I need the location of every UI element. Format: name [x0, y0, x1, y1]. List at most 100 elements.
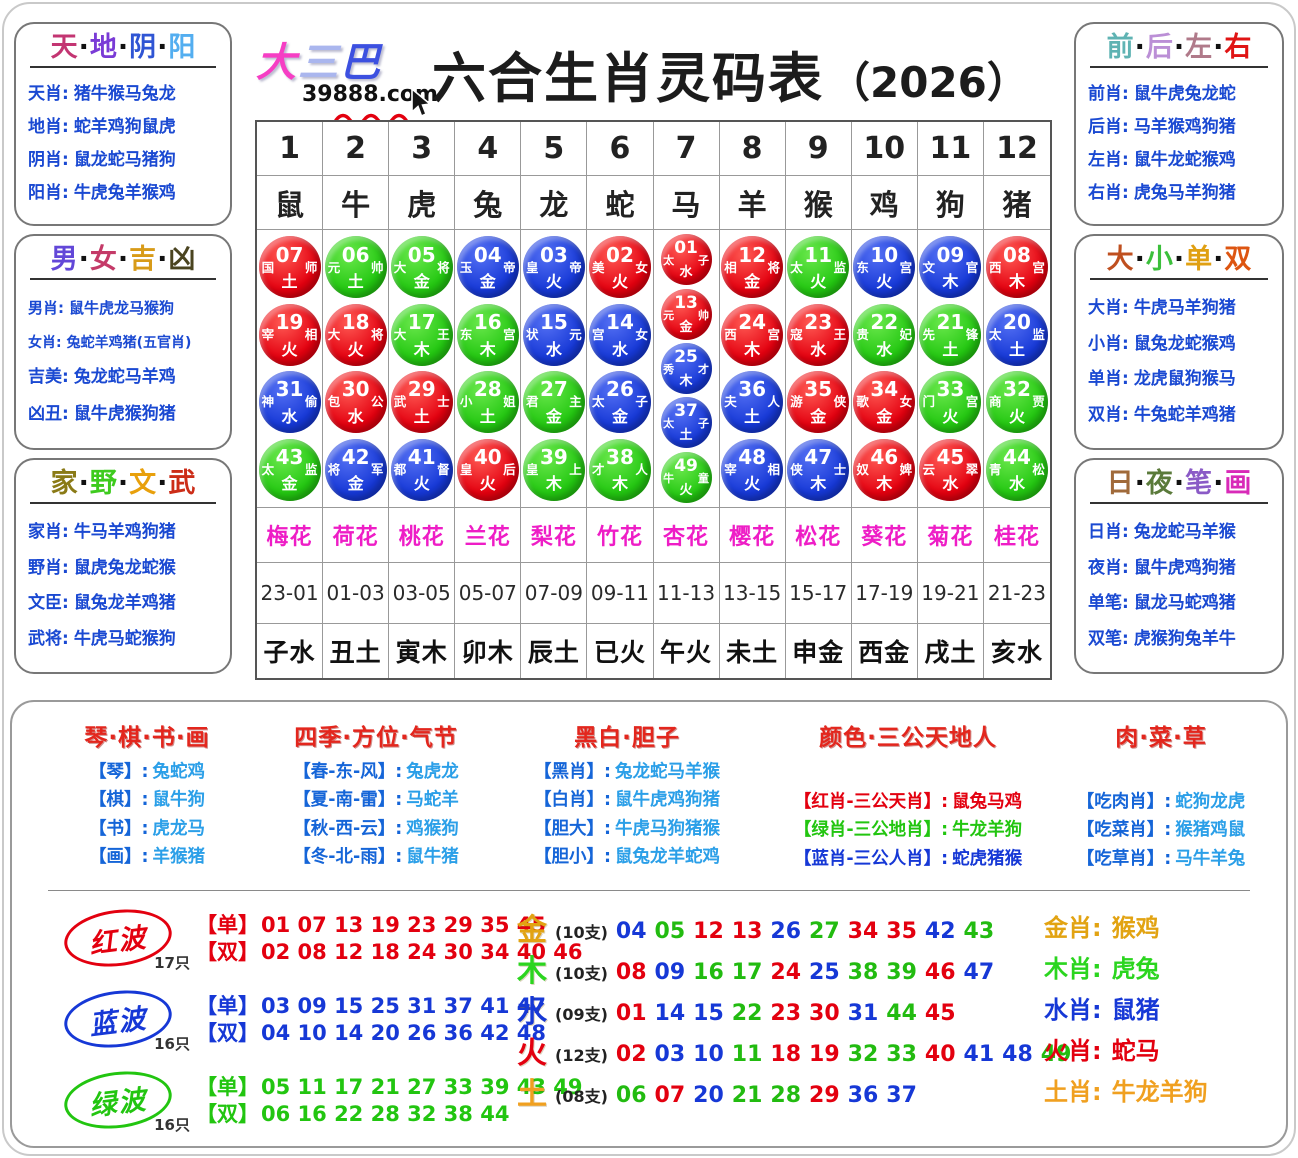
- ball-name: 侠士: [790, 461, 846, 477]
- zodiac-number-table: 1 2 3 4 5 6 7 8 9 10 11 12 鼠牛虎兔龙蛇马羊猴鸡狗猪 07 国师土 19 宰相火 31 神…: [255, 120, 1052, 680]
- ball-name: 太子: [663, 418, 709, 429]
- ball-name-left: 小: [459, 394, 473, 410]
- element-numbers: 04 05 12 13 26 27 34 35 42 43: [616, 919, 994, 944]
- ball-name: 都督: [394, 463, 450, 477]
- ball-name-right: 女: [635, 259, 648, 275]
- ball-name: 西宫: [989, 261, 1045, 275]
- ball-name-left: 牛: [663, 471, 675, 485]
- row-value: 兔蛇羊鸡猪(五官肖): [66, 334, 192, 351]
- panel-title-divider: [30, 502, 216, 505]
- element-zodiac-water: 水肖: 鼠猪: [1044, 998, 1208, 1022]
- time-cell: 21-23: [983, 563, 1050, 624]
- ball-number: 22: [870, 310, 899, 335]
- ball-name-right: 后: [503, 461, 516, 477]
- ball-name: 商贾: [989, 396, 1045, 409]
- row-value: 鼠兔龙羊鸡猪: [73, 593, 176, 614]
- row-value: 虎猴狗兔羊牛: [1133, 628, 1236, 649]
- ball-name-right: 童: [697, 471, 709, 485]
- row-value: 兔虎龙: [406, 762, 459, 782]
- ball-name-right: 将: [370, 327, 384, 343]
- row-value: 鼠牛虎猴狗猪: [73, 403, 176, 424]
- column-zodiac: 牛: [323, 176, 390, 230]
- ball-name: 东宫: [856, 261, 912, 275]
- flower-cell: 杏花: [653, 508, 720, 563]
- lottery-number: 16: [693, 959, 724, 985]
- row-label: 【黑肖】:: [534, 762, 611, 782]
- lottery-number: 46: [924, 959, 956, 985]
- odd-label: 【单】: [196, 912, 259, 937]
- wave-number-lines: 【单】05 11 17 21 27 33 39 43 49 【双】06 16 22…: [196, 1074, 583, 1129]
- ball-name-left: 游: [790, 394, 803, 410]
- ball-number: 05: [407, 242, 436, 267]
- number-ball-27: 27 君主金: [522, 371, 585, 434]
- ball-column: 01 太子水 13 元帅金 25 秀才木 37 太子土 49 牛童火: [653, 230, 720, 508]
- info-panel-tian-di-yin-yang: 天·地·阴·阳 天肖: 猪牛猴马兔龙 地肖: 蛇羊鸡狗鼠虎 阴肖: 鼠龙蛇马猪狗 阳肖: 牛虎兔…: [14, 22, 232, 226]
- ball-element: 金: [479, 272, 496, 292]
- number-ball-37: 37 太子土: [660, 397, 712, 449]
- column-number: 7: [653, 122, 720, 176]
- row-value: 兔龙蛇马羊鸡: [73, 367, 176, 388]
- info-panel-da-xiao-dan-shuang: 大·小·单·双 大肖: 牛虎马羊狗猪 小肖: 鼠兔龙蛇猴鸡 单肖: 龙虎鼠狗猴马 双肖: 牛兔蛇…: [1074, 234, 1284, 450]
- panel-title-char: 阳: [168, 32, 196, 63]
- number-ball-04: 04 玉帝金: [456, 236, 519, 299]
- row-value: 鼠兔马鸡: [952, 792, 1023, 812]
- column-zodiac: 鸡: [851, 176, 918, 230]
- ball-name-left: 太: [989, 327, 1002, 343]
- row-label: 【秋-西-云】:: [293, 818, 403, 839]
- row-label: 火肖:: [1044, 1037, 1102, 1065]
- ball-element: 土: [413, 406, 430, 426]
- branch-cell: 亥水: [990, 638, 1043, 667]
- category-row: 【胆小】: 鼠兔龙羊蛇鸡: [534, 843, 720, 871]
- row-label: 【书】:: [89, 818, 149, 839]
- ball-number: 31: [275, 377, 304, 402]
- lottery-number: 31: [847, 1000, 879, 1026]
- lottery-number: 25: [809, 959, 840, 985]
- ball-name-right: 翠: [965, 461, 979, 477]
- ball-name-left: 太: [592, 394, 605, 410]
- lottery-number: 01: [615, 1000, 647, 1026]
- column-zodiac: 狗: [917, 176, 984, 230]
- row-label: 阴肖:: [28, 150, 69, 170]
- category-row: 【吃草肖】: 马牛羊兔: [1077, 845, 1246, 873]
- category-row: 【书】: 虎龙马: [89, 815, 205, 843]
- number-ball-16: 16 东宫木: [456, 303, 519, 366]
- ball-name-left: 侠: [790, 461, 803, 477]
- row-value: 兔龙蛇马羊猴: [1133, 522, 1236, 543]
- odd-numbers: 01 07 13 19 23 29 35 45: [261, 912, 546, 937]
- ball-number: 41: [407, 444, 436, 469]
- lottery-number: 10: [693, 1041, 724, 1067]
- ball-name-left: 宰: [261, 327, 275, 343]
- title-dot: ·: [1173, 244, 1185, 275]
- lottery-number: 42: [924, 918, 956, 944]
- ball-number: 17: [407, 310, 436, 335]
- lottery-number: 45: [924, 1000, 956, 1026]
- ball-name-left: 太: [261, 461, 275, 477]
- row-label: 武将:: [28, 628, 69, 649]
- ball-element: 木: [611, 474, 628, 494]
- ball-name: 宰相: [724, 463, 780, 477]
- number-ball-13: 13 元帅金: [660, 288, 712, 340]
- column-zodiac: 鼠: [257, 176, 324, 230]
- ball-element: 木: [413, 339, 430, 359]
- panel-title-char: 野: [89, 468, 117, 499]
- ball-name-right: 子: [697, 254, 709, 268]
- ball-name-right: 妃: [899, 327, 913, 343]
- element-count: (09支): [555, 1005, 608, 1024]
- number-ball-09: 09 文官木: [919, 236, 982, 299]
- logo-char: 巴: [340, 40, 382, 86]
- category-rows: 【红肖-三公天肖】: 鼠兔马鸡 【绿肖-三公地肖】: 牛龙羊狗 【蓝肖-三公人肖】: 蛇虎…: [794, 788, 1022, 873]
- ball-element: 火: [942, 406, 959, 426]
- number-ball-42: 42 将军金: [324, 438, 387, 501]
- ball-column: 04 玉帝金 16 东宫木 28 小姐土 40 皇后火: [455, 230, 522, 508]
- divider-line: [48, 890, 1250, 891]
- row-value: 鼠牛虎龙马猴狗: [69, 299, 175, 318]
- ball-number: 12: [738, 242, 767, 267]
- panel-title-char: 左: [1185, 32, 1213, 63]
- ball-element: 土: [281, 272, 298, 292]
- ball-element: 金: [611, 406, 628, 426]
- number-ball-33: 33 门宫火: [919, 371, 982, 434]
- category-row: 【吃肉肖】: 蛇狗龙虎: [1077, 788, 1246, 816]
- ball-name-right: 姐: [503, 394, 516, 410]
- five-elements-list: 金 (10支) 04 05 12 13 26 27 34 35 42 43 木 (10支) 08 09 16 17…: [517, 916, 1071, 1110]
- ball-name-right: 主: [569, 394, 582, 410]
